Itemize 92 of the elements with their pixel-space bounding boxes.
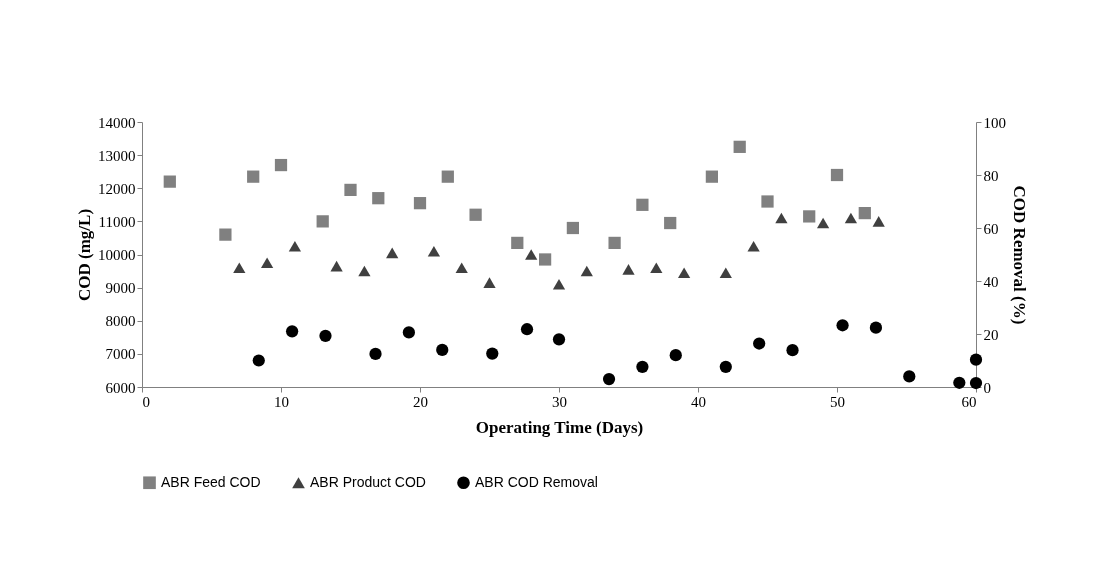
point [953,376,966,389]
point [636,360,649,373]
x-axis-title: Operating Time (Days) [475,417,644,437]
point [288,240,302,252]
point [858,206,871,220]
point [552,333,566,346]
y2-tick-label: 0 [983,379,991,396]
point [369,347,382,360]
y2-tick-label: 80 [983,167,999,184]
point [413,197,427,210]
point [402,326,415,339]
point [580,265,593,277]
point [260,257,274,269]
point [803,210,816,223]
y2-tick-label: 60 [983,220,999,237]
point [233,262,246,274]
point [677,267,691,279]
point [386,247,399,259]
point [969,353,983,366]
point [538,253,552,266]
point [608,236,621,250]
point [319,329,332,342]
point [274,158,288,172]
point [483,277,496,288]
legend-label: ABR COD Removal [475,473,598,490]
x-tick-label: 60 [961,393,977,410]
point [622,264,635,275]
y2-tick-label: 20 [983,326,999,343]
point [775,212,788,224]
x-tick-label: 10 [274,393,289,410]
point [511,236,524,250]
point [733,140,746,153]
y-tick-label: 12000 [98,180,136,197]
point [836,319,849,332]
point [252,354,265,367]
point [844,212,858,224]
point [455,262,468,274]
point [219,228,232,241]
y2-tick-label: 40 [983,273,999,290]
point [525,249,538,260]
point [747,240,760,252]
point [247,170,260,183]
legend-label: ABR Product COD [310,473,426,490]
point [427,245,441,257]
point [520,323,534,336]
y-tick-label: 8000 [105,313,136,330]
point [566,221,580,235]
y2-axis-title: COD Removal (%) [1010,185,1029,325]
point [761,195,774,208]
point [436,343,449,357]
point [969,376,983,390]
x-tick-label: 0 [142,393,150,410]
point [286,325,299,338]
point [163,175,176,188]
y-tick-label: 13000 [98,147,136,164]
legend-label: ABR Feed COD [161,473,261,490]
point [705,170,719,183]
point [650,262,663,274]
point [719,360,732,373]
point [358,265,371,277]
point [486,347,499,360]
point [602,372,616,386]
x-tick-label: 20 [413,393,428,410]
y-tick-label: 10000 [98,247,136,263]
point [441,170,454,183]
x-tick-label: 40 [691,393,706,410]
point [372,192,385,205]
point [469,208,482,221]
y-tick-label: 6000 [105,379,136,396]
y-tick-label: 9000 [105,280,136,297]
point [719,267,732,279]
x-tick-label: 30 [552,393,567,410]
point [816,217,830,229]
y-axis-title: COD (mg/L) [75,208,94,302]
point [903,370,916,383]
point [664,216,677,230]
y-tick-label: 11000 [98,213,136,230]
y-tick-label: 7000 [105,346,136,363]
point [669,349,682,362]
y-tick-label: 14000 [98,114,136,131]
point [636,198,649,211]
point [786,344,799,357]
point [316,215,329,228]
point [869,321,883,334]
x-tick-label: 50 [830,393,845,410]
point [344,183,357,197]
point [330,260,343,272]
y2-tick-label: 100 [983,114,1006,131]
point [830,168,844,182]
point [552,279,566,290]
point [753,337,766,350]
point [872,216,885,227]
